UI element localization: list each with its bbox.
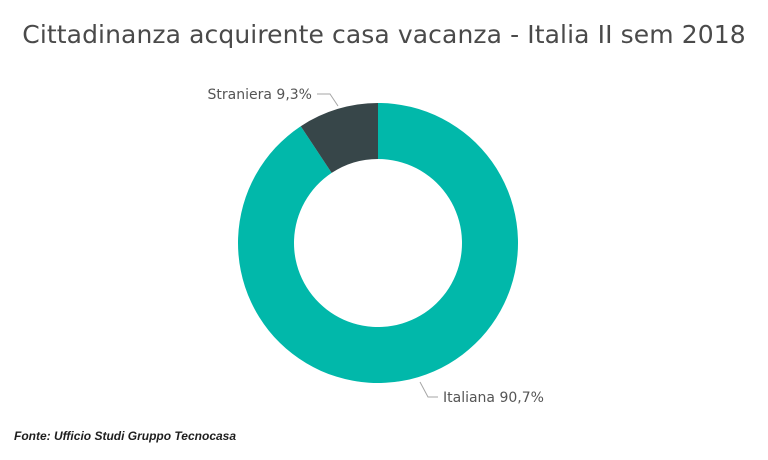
slice-italiana [238, 103, 518, 383]
leader-line-italiana [419, 381, 438, 398]
leader-line-straniera [317, 93, 339, 107]
data-label-italiana: Italiana 90,7% [443, 390, 544, 406]
data-label-straniera: Straniera 9,3% [208, 87, 312, 103]
slice-straniera [300, 103, 378, 173]
chart-title: Cittadinanza acquirente casa vacanza - I… [22, 20, 746, 49]
source-note: Fonte: Ufficio Studi Gruppo Tecnocasa [14, 429, 237, 443]
